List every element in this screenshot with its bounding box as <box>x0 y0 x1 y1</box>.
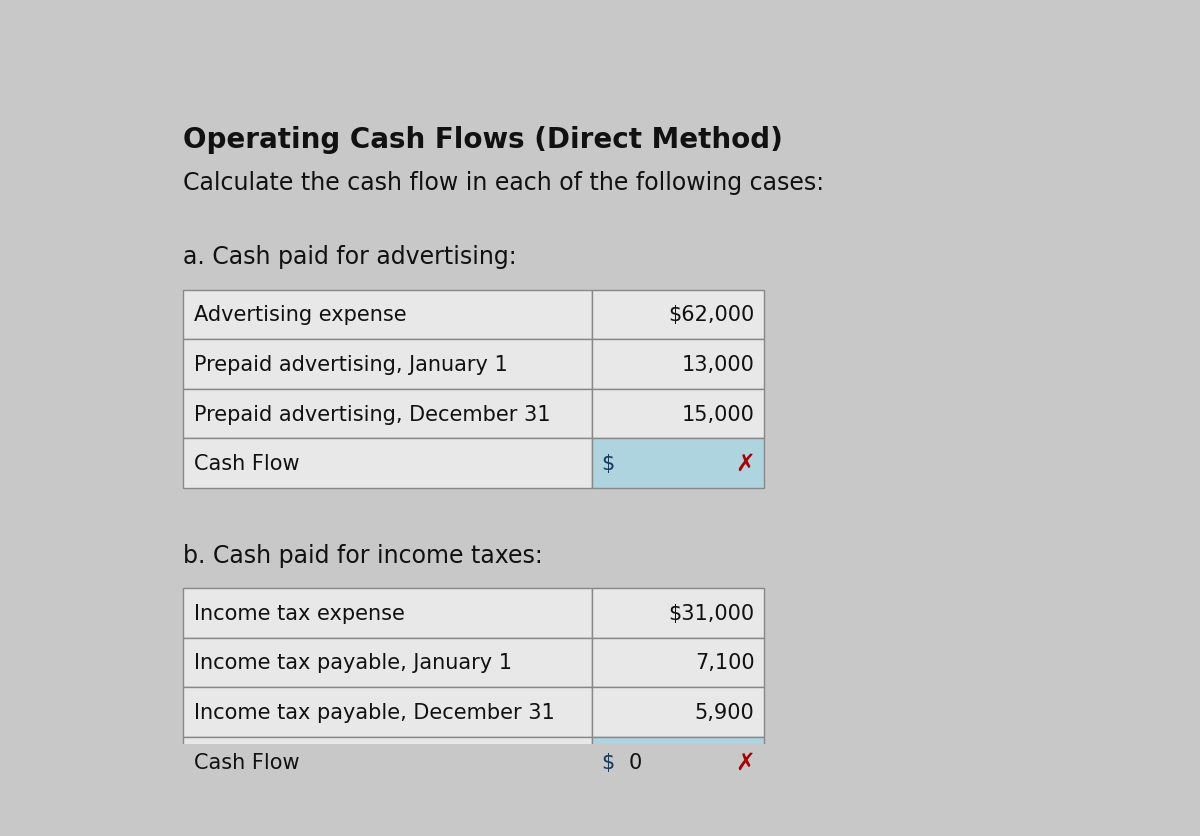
Text: Cash Flow: Cash Flow <box>193 454 299 474</box>
Text: Advertising expense: Advertising expense <box>193 305 407 325</box>
Bar <box>182 339 592 390</box>
Text: 15,000: 15,000 <box>682 404 755 424</box>
Bar <box>592 439 763 488</box>
Text: Cash Flow: Cash Flow <box>193 752 299 772</box>
Text: $31,000: $31,000 <box>668 603 755 623</box>
Bar <box>182 390 592 439</box>
Bar <box>182 687 592 737</box>
Bar <box>592 290 763 339</box>
Bar <box>592 589 763 638</box>
Text: a. Cash paid for advertising:: a. Cash paid for advertising: <box>182 245 516 269</box>
Text: ✗: ✗ <box>734 750 755 774</box>
Bar <box>592 638 763 687</box>
Bar <box>182 638 592 687</box>
Text: $: $ <box>601 752 614 772</box>
Text: Income tax payable, December 31: Income tax payable, December 31 <box>193 702 554 722</box>
Text: Income tax payable, January 1: Income tax payable, January 1 <box>193 653 511 673</box>
Text: 0: 0 <box>629 752 642 772</box>
Bar <box>592 687 763 737</box>
Text: $: $ <box>601 454 614 474</box>
Bar <box>182 737 592 787</box>
Text: $62,000: $62,000 <box>668 305 755 325</box>
Text: 7,100: 7,100 <box>695 653 755 673</box>
Bar <box>592 390 763 439</box>
Text: 13,000: 13,000 <box>682 354 755 375</box>
Bar <box>182 290 592 339</box>
Text: Prepaid advertising, January 1: Prepaid advertising, January 1 <box>193 354 508 375</box>
Text: Operating Cash Flows (Direct Method): Operating Cash Flows (Direct Method) <box>182 126 782 154</box>
Bar <box>182 439 592 488</box>
Text: ✗: ✗ <box>734 451 755 476</box>
Bar <box>592 339 763 390</box>
Text: 5,900: 5,900 <box>695 702 755 722</box>
Text: Calculate the cash flow in each of the following cases:: Calculate the cash flow in each of the f… <box>182 171 823 195</box>
Bar <box>592 737 763 787</box>
Text: b. Cash paid for income taxes:: b. Cash paid for income taxes: <box>182 543 542 567</box>
Bar <box>182 589 592 638</box>
Text: Income tax expense: Income tax expense <box>193 603 404 623</box>
Text: Prepaid advertising, December 31: Prepaid advertising, December 31 <box>193 404 551 424</box>
